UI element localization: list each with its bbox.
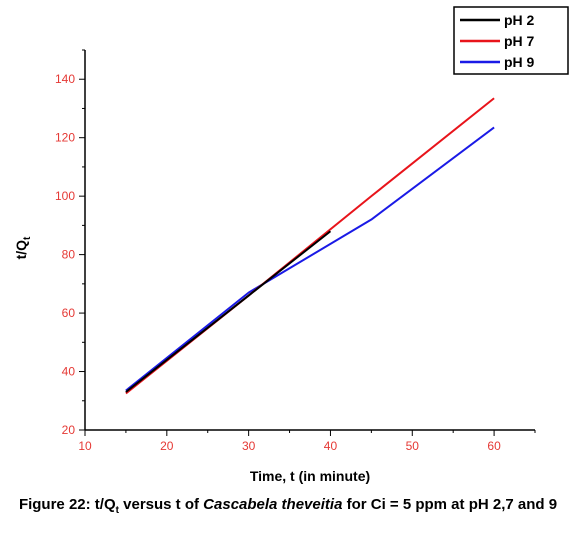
y-axis-title-sub: t (22, 236, 33, 240)
caption-middle: versus t of (118, 496, 204, 513)
series-lines (125, 97, 495, 395)
y-axis-title: t/Qt (13, 236, 33, 259)
y-tick-labels: 20 40 60 80 100 120 140 (55, 72, 75, 437)
y-axis-title-main: t/Q (13, 240, 29, 260)
x-tick-label: 50 (406, 439, 420, 453)
x-tick-label: 60 (487, 439, 501, 453)
caption-prefix: Figure 22: t/Q (18, 496, 116, 513)
x-tick-label: 20 (160, 439, 174, 453)
axes (79, 49, 536, 436)
x-tick-label: 10 (78, 439, 92, 453)
y-tick-label: 120 (55, 131, 75, 145)
y-tick-label: 40 (62, 365, 76, 379)
x-tick-label: 30 (242, 439, 256, 453)
x-tick-labels: 10 20 30 40 50 60 (78, 439, 501, 453)
legend-label: pH 7 (504, 33, 535, 49)
caption-suffix: for Ci = 5 ppm at pH 2,7 and 9 (342, 496, 558, 513)
x-axis-title: Time, t (in minute) (250, 468, 370, 484)
legend-label: pH 2 (504, 12, 535, 28)
legend: pH 2 pH 7 pH 9 (453, 6, 569, 75)
y-tick-label: 100 (55, 189, 75, 203)
y-tick-label: 60 (62, 306, 76, 320)
caption-species: Cascabela theveitia (203, 496, 343, 513)
y-tick-label: 20 (62, 423, 76, 437)
series-line-ph-9 (125, 126, 495, 392)
x-tick-label: 40 (324, 439, 338, 453)
y-tick-label: 80 (62, 248, 76, 262)
legend-label: pH 9 (504, 54, 535, 70)
y-tick-label: 140 (55, 72, 75, 86)
series-line-ph-2 (125, 230, 332, 393)
caption-subscript: t (115, 505, 119, 516)
figure-caption: Figure 22: t/Qt versus t of Cascabela th… (0, 496, 576, 516)
